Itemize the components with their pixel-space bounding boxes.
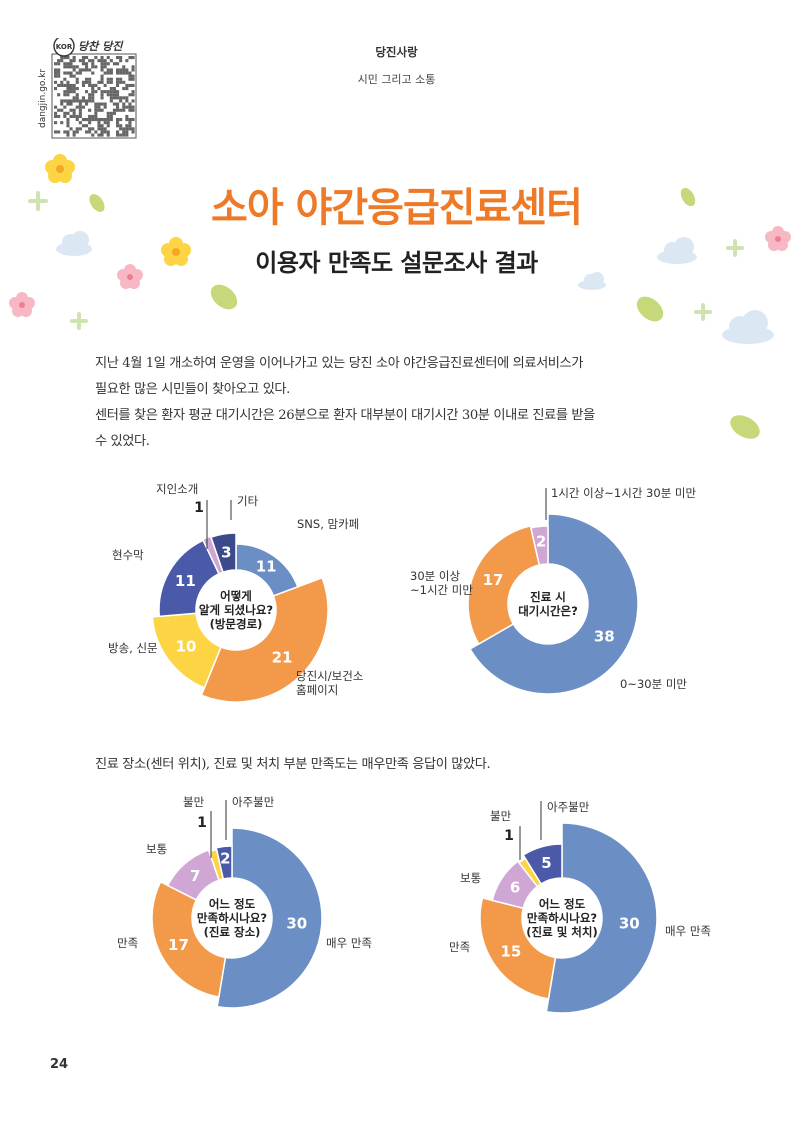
decoration-layer — [9, 154, 791, 344]
cloud-icon — [657, 237, 697, 264]
slice-value-label: 30 — [619, 915, 640, 933]
leaf-icon — [210, 284, 238, 310]
leaf-icon — [636, 296, 664, 322]
chart-title: 만족하시나요? — [527, 911, 597, 925]
category-label: 현수막 — [112, 548, 144, 562]
chart-title: 알게 되셨나요? — [199, 603, 273, 617]
cloud-icon — [56, 231, 92, 256]
category-label: 당진시/보건소 — [296, 669, 363, 683]
chart-title: 어느 정도 — [209, 897, 256, 911]
page-number: 24 — [50, 1057, 69, 1072]
chart-title: 어떻게 — [220, 589, 252, 603]
slice-value-label: 17 — [483, 571, 504, 589]
page-title: 소아 야간응급진료센터 — [211, 185, 583, 231]
category-label: 1시간 이상~1시간 30분 미만 — [551, 486, 697, 500]
slice-value-label: 17 — [168, 936, 189, 954]
section-name: 당진사랑 — [375, 45, 418, 59]
brand-script-logo: 당찬 당진 — [78, 40, 124, 53]
category-label: 0~30분 미만 — [620, 677, 687, 691]
cloud-icon — [578, 272, 606, 290]
flower-icon — [45, 154, 75, 183]
category-label: 홈페이지 — [296, 683, 338, 697]
donut-center — [522, 878, 602, 958]
plus-icon — [726, 239, 744, 257]
slice-value-label: 6 — [510, 878, 520, 896]
slice-value-label: 10 — [176, 638, 197, 656]
flower-icon — [765, 226, 791, 251]
flower-icon — [117, 264, 143, 289]
category-label: 만족 — [449, 940, 470, 954]
chart-title: 만족하시나요? — [197, 911, 267, 925]
slice-value-label: 3 — [221, 543, 231, 561]
chart-title: (방문경로) — [210, 617, 263, 631]
slice-value-label: 5 — [541, 854, 551, 872]
category-label: 불만 — [490, 809, 512, 823]
intro-paragraph: 지난 4월 1일 개소하여 운영을 이어나가고 있는 당진 소아 야간응급진료센… — [95, 351, 707, 455]
slice-value-label: 21 — [272, 648, 293, 666]
leaf-icon — [89, 194, 105, 212]
category-label: 방송, 신문 — [108, 641, 158, 655]
cloud-icon — [722, 310, 774, 344]
chart-title: 대기시간은? — [518, 604, 578, 618]
chart-title: 진료 시 — [530, 590, 566, 604]
plus-icon — [694, 303, 712, 321]
slice-value-label: 38 — [594, 628, 615, 646]
slice-value-label: 15 — [500, 942, 521, 960]
chart-title: 어느 정도 — [539, 897, 586, 911]
category-label: 매우 만족 — [326, 936, 372, 950]
donut-center — [196, 570, 276, 650]
slice-value-label: 1 — [194, 500, 204, 516]
category-label: 만족 — [117, 936, 138, 950]
leaf-icon — [680, 187, 696, 207]
category-label: 아주불만 — [547, 800, 590, 814]
slice-value-label: 2 — [536, 532, 546, 550]
slice-value-label: 1 — [197, 815, 207, 831]
category-label: 30분 이상 — [410, 569, 460, 583]
category-label: 보통 — [460, 871, 481, 885]
page-subtitle: 이용자 만족도 설문조사 결과 — [255, 249, 538, 277]
flower-icon — [161, 237, 191, 266]
qr-code-icon — [54, 56, 135, 137]
category-label: SNS, 맘카페 — [297, 517, 359, 531]
subsection-name: 시민 그리고 소통 — [357, 73, 436, 86]
plus-icon — [28, 191, 48, 211]
qr-code-block: KOR 당찬 당진 — [51, 38, 137, 139]
paragraph-line: 지난 4월 1일 개소하여 운영을 이어나가고 있는 당진 소아 야간응급진료센… — [95, 356, 583, 371]
slice-value-label: 30 — [286, 914, 307, 932]
paragraph-line: 센터를 찾은 환자 평균 대기시간은 26분으로 환자 대부분이 대기시간 30… — [95, 408, 595, 423]
category-label: 불만 — [183, 795, 205, 809]
slice-value-label: 2 — [220, 849, 230, 867]
category-label: 매우 만족 — [665, 924, 711, 938]
leaf-icon — [730, 415, 760, 439]
paragraph-line: 수 있었다. — [95, 434, 150, 449]
slice-value-label: 7 — [190, 867, 200, 885]
satisfaction-paragraph: 진료 장소(센터 위치), 진료 및 처치 부분 만족도는 매우만족 응답이 많… — [95, 757, 491, 772]
kor-logo-text: KOR — [56, 43, 73, 51]
flower-icon — [9, 292, 35, 317]
category-label: ~1시간 미만 — [410, 583, 473, 597]
paragraph-line: 필요한 많은 시민들이 찾아오고 있다. — [95, 382, 290, 397]
leaf-decoration — [730, 415, 760, 439]
slice-value-label: 11 — [256, 557, 277, 575]
donut-center — [508, 564, 588, 644]
slice-value-label: 11 — [175, 572, 196, 590]
category-label: 기타 — [237, 494, 259, 508]
plus-icon — [70, 312, 88, 330]
category-label: 지인소개 — [156, 482, 198, 496]
kor-logo-icon — [53, 38, 75, 57]
donut-center — [192, 878, 272, 958]
category-label: 보통 — [146, 842, 167, 856]
category-label: 아주불만 — [232, 795, 275, 809]
chart-title: (진료 장소) — [204, 925, 261, 939]
slice-value-label: 1 — [504, 828, 514, 844]
chart-title: (진료 및 처치) — [526, 925, 597, 939]
